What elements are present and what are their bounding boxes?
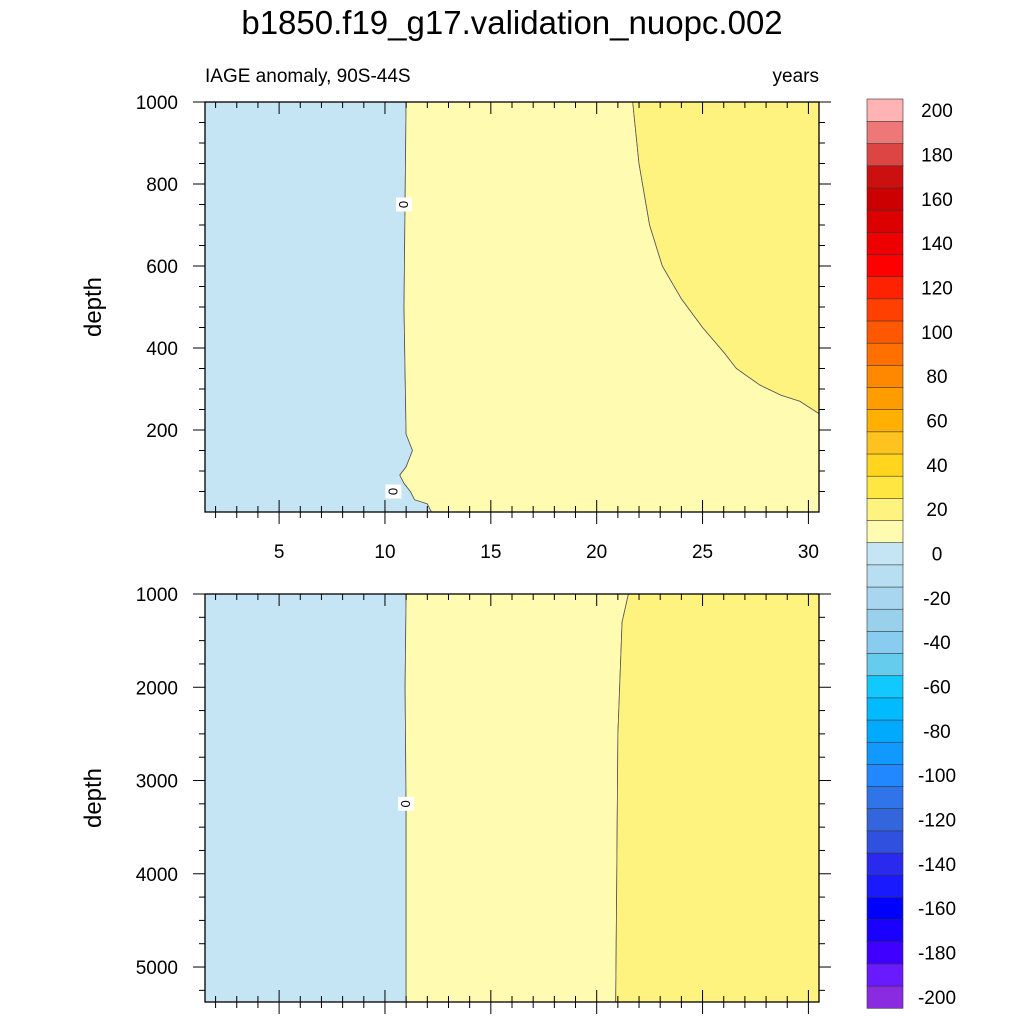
colorbar-swatch [866,187,904,211]
colorbar-label: -200 [918,988,956,1009]
colorbar-label: -80 [923,722,950,743]
colorbar-label: -180 [918,944,956,965]
colorbar-swatch [866,675,904,699]
x-tick-label: 5 [274,542,285,563]
colorbar-swatch [866,630,904,654]
colorbar-label: -100 [918,766,956,787]
colorbar-swatch [866,409,904,433]
colorbar-swatch [866,985,904,1009]
colorbar-swatch [866,542,904,566]
x-tick-label: 15 [480,542,501,563]
colorbar-swatch [866,453,904,477]
contour-region [204,101,433,513]
contour-region [615,593,820,1003]
colorbar-label: -140 [918,855,956,876]
colorbar-swatch [866,697,904,721]
panels: 5 10 15 20 25 30 200 400 600 800 1000 depth 0 0 1000 20… [80,93,831,1014]
colorbar-swatch [866,120,904,144]
colorbar-swatch [866,564,904,588]
svg-text:0: 0 [398,800,413,807]
colorbar-swatch [866,652,904,677]
colorbar-swatch [866,475,904,499]
y-axis-label: depth [80,277,107,337]
colorbar-swatch [866,830,904,854]
y-tick-label: 200 [146,421,178,442]
panel-upper: 5 10 15 20 25 30 200 400 600 800 1000 depth 0 0 [80,93,831,563]
plot-right-label: years [773,66,819,87]
colorbar-swatch [866,608,904,632]
y-tick-label: 600 [146,257,178,278]
colorbar-swatch [866,298,904,322]
colorbar-swatch [866,852,904,876]
colorbar-swatch [866,896,904,920]
colorbar-label: 200 [921,101,953,122]
colorbar-label: -40 [923,633,950,654]
x-tick-label: 25 [692,542,713,563]
colorbar-swatch [866,276,904,300]
colorbar-swatch [866,209,904,233]
colorbar-label: 40 [926,456,947,477]
svg-text:0: 0 [396,201,411,208]
contour-line-label: 0 [398,796,415,811]
colorbar-label: 80 [926,367,947,388]
colorbar-swatch [866,364,904,388]
y-tick-label: 3000 [136,772,178,793]
colorbar: 200180160140120100806040200-20-40-60-80-… [866,98,956,1009]
y-tick-label: 1000 [136,585,178,606]
plot-left-label: IAGE anomaly, 90S-44S [205,66,411,87]
y-tick-label: 4000 [136,865,178,886]
colorbar-label: 100 [921,323,953,344]
colorbar-swatch [866,386,904,410]
contour-line-label: 0 [385,484,402,499]
colorbar-label: -60 [923,678,950,699]
y-tick-label: 2000 [136,678,178,699]
colorbar-swatch [866,741,904,765]
colorbar-label: -20 [923,589,950,610]
colorbar-swatch [866,874,904,898]
colorbar-swatch [866,941,904,965]
colorbar-swatch [866,342,904,366]
x-tick-label: 20 [586,542,607,563]
panel-lower: 1000 2000 3000 4000 5000 depth 0 [80,585,831,1014]
colorbar-label: 0 [932,545,943,566]
colorbar-swatch [866,98,904,122]
colorbar-swatch [866,497,904,521]
colorbar-swatch [866,586,904,610]
contour-line-label: 0 [396,197,412,212]
colorbar-label: 140 [921,234,953,255]
figure-title: b1850.f19_g17.validation_nuopc.002 [241,4,783,41]
colorbar-swatch [866,431,904,455]
colorbar-swatch [866,785,904,810]
colorbar-swatch [866,808,904,832]
colorbar-label: 20 [926,500,947,521]
contour-region [204,593,407,1003]
colorbar-swatch [866,963,904,987]
colorbar-label: -120 [918,811,956,832]
colorbar-label: 120 [921,279,953,300]
colorbar-swatch [866,320,904,344]
colorbar-label: -160 [918,899,956,920]
colorbar-swatch [866,231,904,255]
svg-text:0: 0 [385,488,400,495]
x-tick-label: 10 [374,542,395,563]
y-tick-label: 5000 [136,958,178,979]
y-tick-label: 400 [146,339,178,360]
colorbar-swatch [866,253,904,277]
colorbar-swatch [866,919,904,943]
y-tick-label: 1000 [136,93,178,114]
colorbar-swatch [866,165,904,189]
contour-region [632,101,820,415]
y-tick-label: 800 [146,175,178,196]
y-axis-label: depth [80,768,107,828]
x-tick-label: 30 [798,542,819,563]
colorbar-label: 180 [921,145,953,166]
colorbar-swatch [866,519,904,544]
colorbar-label: 160 [921,190,953,211]
colorbar-swatch [866,143,904,167]
colorbar-label: 60 [926,412,947,433]
colorbar-swatch [866,719,904,743]
colorbar-swatch [866,763,904,787]
contour-region [404,593,629,1003]
